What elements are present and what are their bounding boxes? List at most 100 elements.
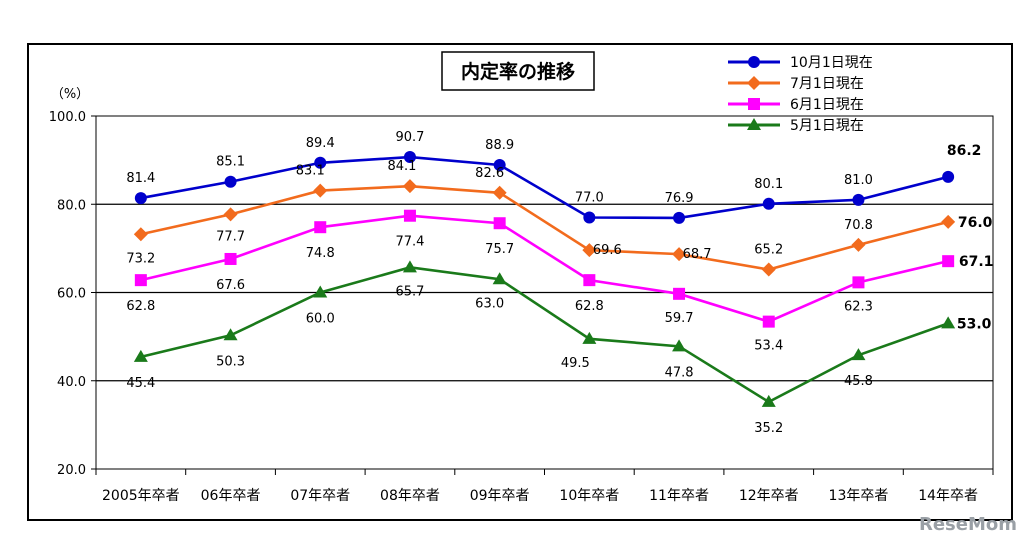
chart-title-text: 内定率の推移 <box>461 60 575 83</box>
data-point <box>403 209 416 222</box>
y-tick-label: 80.0 <box>57 198 86 213</box>
data-point <box>493 158 506 171</box>
data-point <box>851 237 866 252</box>
x-tick-label: 14年卒者 <box>918 488 978 504</box>
data-label: 60.0 <box>306 312 335 327</box>
data-point <box>941 316 956 329</box>
data-point <box>223 328 238 341</box>
legend: 10月1日現在 7月1日現在 6月1日現在 5月1日現在 <box>728 55 873 134</box>
y-tick-label: 100.0 <box>49 110 86 125</box>
data-label: 62.3 <box>844 299 873 314</box>
data-point <box>314 221 327 234</box>
data-label: 77.4 <box>395 235 424 250</box>
x-tick-label: 08年卒者 <box>380 488 440 504</box>
data-label: 50.3 <box>216 354 245 369</box>
chart-frame <box>27 43 1013 521</box>
data-point <box>583 274 596 287</box>
data-label: 85.1 <box>216 155 245 170</box>
data-point <box>402 179 417 194</box>
data-point <box>224 252 237 265</box>
data-point <box>133 227 148 242</box>
data-label: 62.8 <box>575 299 604 314</box>
legend-label: 5月1日現在 <box>790 118 864 134</box>
data-label: 45.8 <box>844 374 873 389</box>
data-label: 67.1 <box>959 254 994 270</box>
data-point <box>402 260 417 273</box>
data-label: 65.2 <box>754 243 783 258</box>
plot-area: 20.0 40.0 60.0 80.0 100.0 2005年卒者 06年卒者 07年卒者 08… <box>49 110 994 504</box>
data-label: 69.6 <box>593 243 622 258</box>
data-point <box>313 183 328 198</box>
data-label: 81.4 <box>126 171 155 186</box>
series-line <box>140 214 949 324</box>
data-label: 83.1 <box>296 164 325 179</box>
data-label: 70.8 <box>844 218 873 233</box>
data-label: 49.5 <box>561 356 590 371</box>
data-label: 76.9 <box>665 191 694 206</box>
data-point <box>582 243 597 258</box>
series-line <box>140 184 949 271</box>
y-tick-label: 20.0 <box>57 463 86 478</box>
data-label: 81.0 <box>844 173 873 188</box>
data-label: 35.2 <box>754 421 783 436</box>
legend-label: 7月1日現在 <box>790 76 864 92</box>
data-point <box>133 349 148 362</box>
legend-label: 6月1日現在 <box>790 97 864 113</box>
data-label: 82.6 <box>475 166 504 181</box>
data-point <box>761 394 776 407</box>
data-point <box>583 211 596 224</box>
data-label: 59.7 <box>665 311 694 326</box>
watermark-logo: ReseMom <box>919 514 1017 535</box>
data-label: 68.7 <box>683 247 712 262</box>
data-label: 76.0 <box>958 215 993 231</box>
data-point <box>134 192 147 205</box>
data-label: 86.2 <box>947 143 982 159</box>
data-label: 89.4 <box>306 136 335 151</box>
data-label: 90.7 <box>395 130 424 145</box>
data-label: 47.8 <box>665 365 694 380</box>
data-point <box>673 211 686 224</box>
data-point <box>673 287 686 300</box>
data-point <box>492 272 507 285</box>
series-line <box>140 266 949 404</box>
y-tick-label: 60.0 <box>57 287 86 302</box>
x-tick-label: 11年卒者 <box>649 488 709 504</box>
series-line <box>140 155 949 220</box>
series-1: 81.4 85.1 89.4 90.7 88.9 77.0 76.9 80.1 81.0 86.2 <box>126 130 981 224</box>
y-axis-unit: （%） <box>51 87 89 102</box>
data-label: 53.0 <box>957 316 992 332</box>
data-point <box>403 151 416 164</box>
legend-label: 10月1日現在 <box>790 55 873 71</box>
x-tick-label: 13年卒者 <box>829 488 889 504</box>
data-point <box>672 247 687 262</box>
data-label: 73.2 <box>126 251 155 266</box>
x-tick-label: 09年卒者 <box>470 488 530 504</box>
data-point <box>762 197 775 210</box>
data-point <box>492 185 507 200</box>
y-tick-label: 40.0 <box>57 375 86 390</box>
data-point <box>852 276 865 289</box>
x-tick-label: 12年卒者 <box>739 488 799 504</box>
legend-marker <box>747 118 761 130</box>
data-point <box>493 217 506 230</box>
x-tick-label: 06年卒者 <box>201 488 261 504</box>
series-2: 73.2 77.7 83.1 84.1 82.6 69.6 68.7 65.2 70.8 76.0 <box>126 159 993 277</box>
legend-marker <box>747 76 761 90</box>
data-point <box>851 348 866 361</box>
data-label: 63.0 <box>475 296 504 311</box>
data-point <box>852 193 865 206</box>
data-point <box>314 156 327 169</box>
data-label: 88.9 <box>485 138 514 153</box>
chart-title: 内定率の推移 <box>441 51 595 91</box>
x-tick-label: 07年卒者 <box>290 488 350 504</box>
data-label: 65.7 <box>395 284 424 299</box>
data-point <box>762 315 775 328</box>
legend-marker <box>748 98 760 110</box>
data-label: 67.6 <box>216 278 245 293</box>
data-point <box>761 262 776 277</box>
data-label: 45.4 <box>126 376 155 391</box>
data-point <box>313 285 328 298</box>
data-point <box>941 214 956 229</box>
data-label: 74.8 <box>306 246 335 261</box>
data-label: 77.0 <box>575 190 604 205</box>
